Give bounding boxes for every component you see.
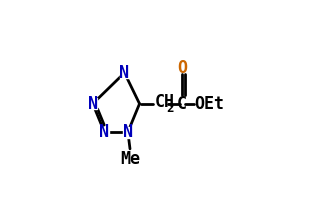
Text: Me: Me xyxy=(120,150,140,168)
Text: O: O xyxy=(177,59,187,77)
Bar xyxy=(123,127,132,138)
Text: N: N xyxy=(88,95,98,113)
Bar xyxy=(120,67,129,78)
Bar xyxy=(100,127,109,138)
Text: 2: 2 xyxy=(166,102,174,115)
Text: N: N xyxy=(123,123,133,141)
Text: N: N xyxy=(120,64,130,82)
Text: N: N xyxy=(100,123,110,141)
Text: C: C xyxy=(177,95,187,113)
Text: OEt: OEt xyxy=(195,95,225,113)
Bar xyxy=(88,98,97,109)
Text: CH: CH xyxy=(155,93,175,111)
